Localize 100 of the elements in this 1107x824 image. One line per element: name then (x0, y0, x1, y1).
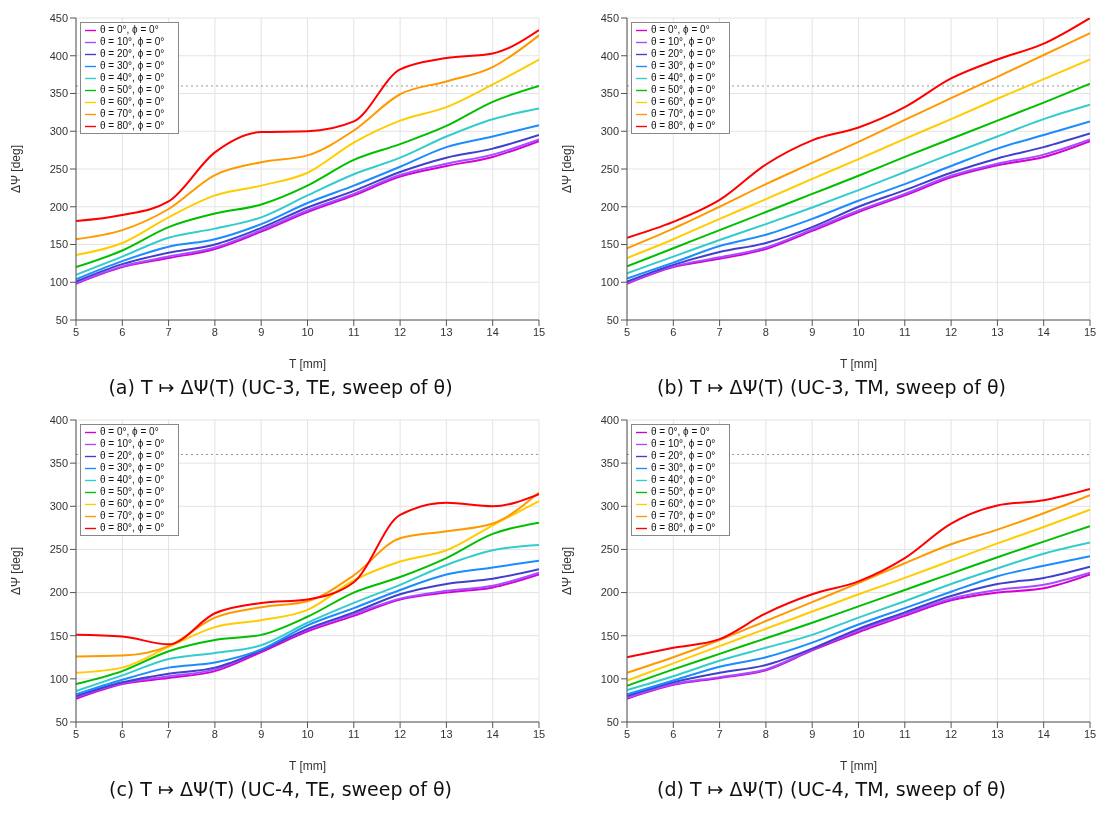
y-tick-label: 300 (49, 125, 68, 138)
x-axis-title: T [mm] (839, 357, 878, 371)
y-tick-label: 400 (600, 49, 619, 62)
x-tick-label: 10 (852, 727, 865, 740)
legend-label: θ = 30°, ϕ = 0° (651, 60, 716, 71)
line-series (627, 58, 1090, 260)
legend-label: θ = 10°, ϕ = 0° (100, 438, 165, 449)
legend-label: θ = 50°, ϕ = 0° (100, 486, 165, 497)
legend-label: θ = 30°, ϕ = 0° (651, 462, 716, 473)
x-tick-label: 9 (258, 727, 265, 740)
x-tick-label: 11 (348, 727, 360, 740)
x-tick-label: 12 (944, 727, 958, 740)
legend-label: θ = 70°, ϕ = 0° (651, 510, 716, 521)
x-tick-label: 7 (716, 325, 723, 338)
x-axis-title: T [mm] (288, 759, 327, 773)
x-tick-label: 8 (211, 325, 218, 338)
y-tick-label: 400 (49, 49, 68, 62)
legend-label: θ = 0°, ϕ = 0° (100, 24, 159, 35)
y-tick-label: 250 (49, 543, 68, 556)
legend-label: θ = 50°, ϕ = 0° (100, 84, 165, 95)
x-tick-label: 5 (623, 727, 631, 740)
text: (d) T ↦ ΔΨ(T) (UC-4, TM, sweep of θ) (656, 778, 1007, 802)
y-tick-label: 300 (600, 500, 619, 513)
y-tick-label: 100 (600, 672, 619, 685)
x-tick-label: 15 (532, 325, 546, 338)
x-tick-label: 13 (440, 727, 453, 740)
legend-label: θ = 20°, ϕ = 0° (651, 48, 716, 59)
legend-label: θ = 60°, ϕ = 0° (100, 498, 165, 509)
x-tick-label: 8 (762, 325, 769, 338)
y-axis-title: ΔΨ [deg] (9, 144, 24, 194)
y-tick-label: 100 (49, 276, 68, 289)
x-tick-label: 5 (623, 325, 631, 338)
legend-label: θ = 40°, ϕ = 0° (100, 72, 165, 83)
x-axis-title: T [mm] (839, 759, 878, 773)
x-tick-label: 13 (991, 325, 1004, 338)
legend-label: θ = 70°, ϕ = 0° (651, 108, 716, 119)
y-tick-label: 50 (55, 715, 68, 728)
legend-label: θ = 40°, ϕ = 0° (100, 474, 165, 485)
y-tick-label: 350 (600, 457, 619, 470)
x-tick-label: 10 (301, 325, 314, 338)
x-tick-label: 9 (809, 325, 816, 338)
y-tick-label: 150 (600, 238, 619, 251)
legend-label: θ = 50°, ϕ = 0° (651, 84, 716, 95)
x-tick-label: 14 (486, 325, 499, 338)
legend-label: θ = 10°, ϕ = 0° (651, 438, 716, 449)
x-tick-label: 15 (532, 727, 546, 740)
y-tick-label: 250 (600, 162, 619, 175)
x-tick-label: 12 (393, 727, 407, 740)
x-tick-label: 8 (211, 727, 218, 740)
x-tick-label: 12 (944, 325, 958, 338)
line-series (76, 84, 539, 269)
x-tick-label: 7 (716, 727, 723, 740)
x-tick-label: 7 (165, 325, 172, 338)
x-tick-label: 8 (762, 727, 769, 740)
x-tick-label: 15 (1083, 727, 1097, 740)
legend-label: θ = 60°, ϕ = 0° (100, 96, 165, 107)
x-tick-label: 14 (1037, 727, 1050, 740)
y-tick-label: 350 (49, 457, 68, 470)
y-tick-label: 350 (49, 87, 68, 100)
legend-label: θ = 40°, ϕ = 0° (651, 474, 716, 485)
text: (a) T ↦ ΔΨ(T) (UC-3, TE, sweep of θ) (107, 376, 454, 400)
legend-label: θ = 60°, ϕ = 0° (651, 498, 716, 509)
y-tick-label: 150 (49, 238, 68, 251)
y-axis-title: ΔΨ [deg] (560, 546, 575, 596)
legend-label: θ = 20°, ϕ = 0° (100, 450, 165, 461)
x-tick-label: 13 (440, 325, 453, 338)
y-tick-label: 250 (600, 543, 619, 556)
legend-label: θ = 0°, ϕ = 0° (100, 426, 159, 437)
text: (c) T ↦ ΔΨ(T) (UC-4, TE, sweep of θ) (108, 778, 453, 802)
x-tick-label: 7 (165, 727, 172, 740)
x-tick-label: 10 (852, 325, 865, 338)
y-tick-label: 50 (606, 715, 619, 728)
x-tick-label: 9 (258, 325, 265, 338)
x-tick-label: 6 (119, 325, 126, 338)
legend-label: θ = 80°, ϕ = 0° (100, 522, 165, 533)
y-tick-label: 100 (49, 672, 68, 685)
legend-label: θ = 80°, ϕ = 0° (100, 120, 165, 131)
legend-label: θ = 80°, ϕ = 0° (651, 522, 716, 533)
y-tick-label: 300 (49, 500, 68, 513)
legend-label: θ = 70°, ϕ = 0° (100, 510, 165, 521)
legend-label: θ = 70°, ϕ = 0° (100, 108, 165, 119)
legend-label: θ = 20°, ϕ = 0° (100, 48, 165, 59)
x-tick-label: 11 (348, 325, 360, 338)
y-tick-label: 450 (49, 11, 68, 24)
x-tick-label: 11 (899, 727, 911, 740)
legend-label: θ = 0°, ϕ = 0° (651, 426, 710, 437)
x-tick-label: 10 (301, 727, 314, 740)
line-series (76, 521, 539, 686)
y-tick-label: 400 (49, 413, 68, 426)
x-tick-label: 6 (670, 727, 677, 740)
y-tick-label: 300 (600, 125, 619, 138)
y-tick-label: 200 (49, 200, 68, 213)
y-tick-label: 200 (49, 586, 68, 599)
legend-label: θ = 60°, ϕ = 0° (651, 96, 716, 107)
legend-label: θ = 10°, ϕ = 0° (100, 36, 165, 47)
x-tick-label: 14 (486, 727, 499, 740)
y-tick-label: 150 (600, 629, 619, 642)
y-tick-label: 200 (600, 586, 619, 599)
text: (b) T ↦ ΔΨ(T) (UC-3, TM, sweep of θ) (656, 376, 1007, 400)
y-tick-label: 150 (49, 629, 68, 642)
